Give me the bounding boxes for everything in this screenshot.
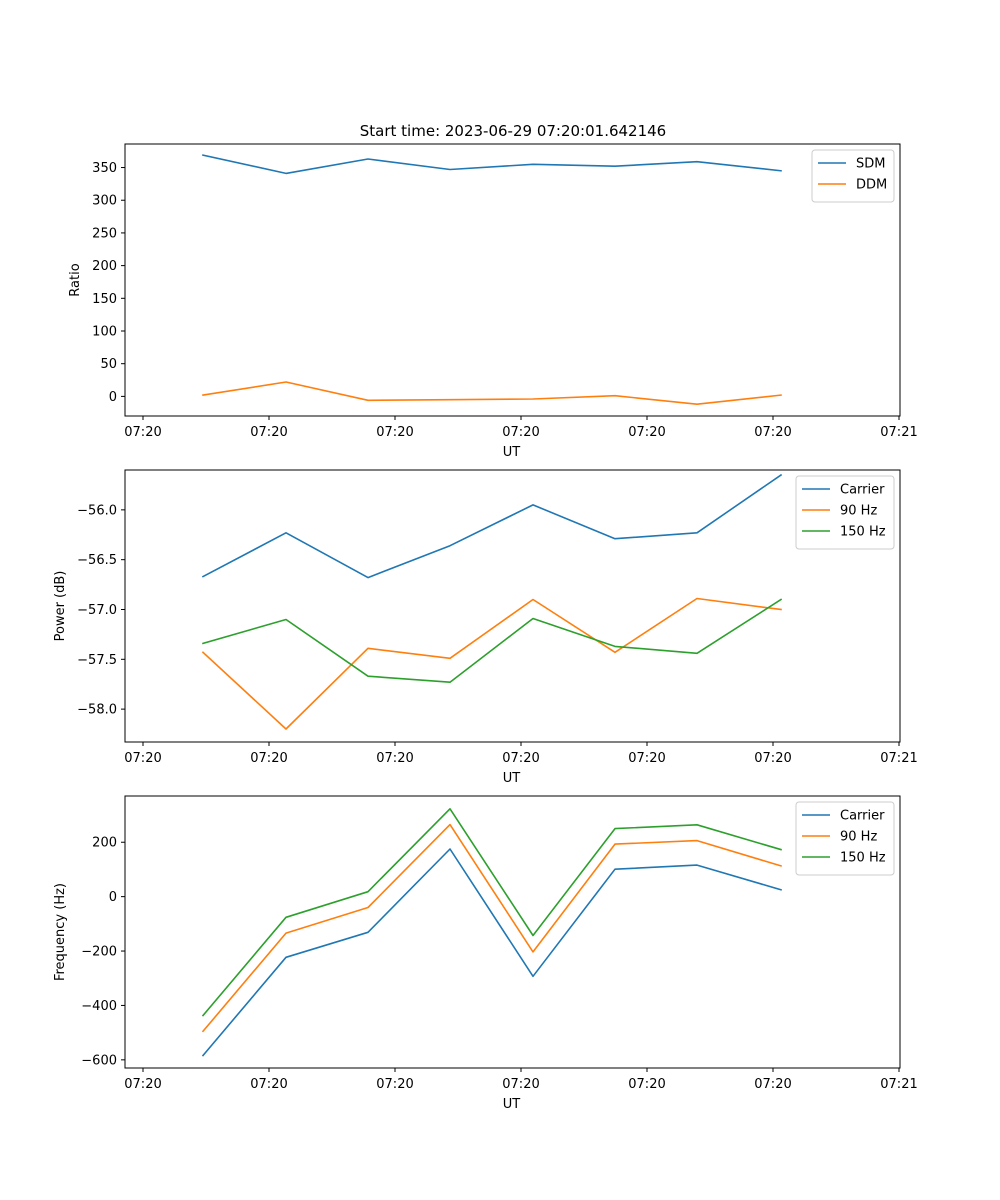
y-tick-label: 200	[92, 836, 117, 851]
y-tick-label: −56.5	[77, 553, 117, 568]
y-tick-label: −57.5	[77, 653, 117, 668]
y-tick-label: −57.0	[77, 603, 117, 618]
x-tick-label: 07:20	[124, 751, 161, 766]
series-line-90-hz	[201, 597, 782, 730]
y-tick-label: −400	[81, 999, 117, 1014]
y-tick-label: 150	[92, 292, 117, 307]
series-line-ddm	[202, 381, 782, 406]
legend: SDM DDM	[811, 149, 895, 203]
x-tick-label: 07:21	[880, 425, 917, 440]
series-line-90-hz	[201, 823, 782, 1033]
x-tick-label: 07:20	[502, 751, 539, 766]
y-tick-label: −58.0	[77, 703, 117, 718]
x-tick-label: 07:20	[628, 1077, 665, 1092]
series-line-carrier	[201, 848, 782, 1057]
x-tick-label: 07:20	[376, 751, 413, 766]
y-axis-label: Ratio	[68, 263, 83, 296]
panel-1: 07:20 07:20 07:20 07:20 07:20 07:20 07:21 0 50 10…	[68, 143, 918, 460]
legend-label: Carrier	[840, 483, 885, 498]
panel-3: 07:20 07:20 07:20 07:20 07:20 07:20 07:21 −600 −…	[53, 795, 918, 1112]
x-tick-label: 07:20	[124, 425, 161, 440]
x-tick-label: 07:20	[376, 1077, 413, 1092]
legend-label: DDM	[856, 178, 887, 193]
x-tick-label: 07:20	[250, 1077, 287, 1092]
x-tick-label: 07:20	[628, 425, 665, 440]
x-tick-label: 07:20	[250, 425, 287, 440]
x-tick-label: 07:20	[502, 425, 539, 440]
x-tick-label: 07:20	[754, 751, 791, 766]
y-tick-label: −600	[81, 1053, 117, 1068]
panel-2: 07:20 07:20 07:20 07:20 07:20 07:20 07:21 −58.0…	[53, 469, 918, 786]
y-tick-label: 200	[92, 259, 117, 274]
y-tick-label: 350	[92, 161, 117, 176]
legend-label: Carrier	[840, 809, 885, 824]
legend: Carrier 90 Hz 150 Hz	[795, 801, 895, 876]
y-tick-label: 0	[109, 390, 117, 405]
y-tick-label: 300	[92, 194, 117, 209]
plot-frame	[124, 795, 901, 1069]
series-line-150-hz	[201, 807, 782, 1017]
x-axis-label: UT	[503, 1097, 521, 1112]
series-line-150-hz	[202, 598, 783, 684]
y-tick-label: −200	[81, 945, 117, 960]
series-line-sdm	[202, 154, 782, 175]
plot-frame	[124, 469, 901, 743]
y-tick-label: 50	[100, 357, 117, 372]
x-axis-label: UT	[503, 771, 521, 786]
legend-label: SDM	[856, 157, 885, 172]
legend: Carrier 90 Hz 150 Hz	[795, 475, 895, 550]
x-tick-label: 07:20	[502, 1077, 539, 1092]
x-tick-label: 07:20	[754, 1077, 791, 1092]
x-tick-label: 07:20	[754, 425, 791, 440]
x-tick-label: 07:20	[124, 1077, 161, 1092]
legend-label: 150 Hz	[840, 851, 886, 866]
legend-label: 90 Hz	[840, 830, 877, 845]
y-tick-label: 250	[92, 226, 117, 241]
chart-title: Start time: 2023-06-29 07:20:01.642146	[360, 122, 666, 140]
series-line-carrier	[201, 473, 783, 579]
y-tick-label: 100	[92, 325, 117, 340]
x-tick-label: 07:21	[880, 1077, 917, 1092]
x-tick-label: 07:20	[628, 751, 665, 766]
plot-frame	[124, 143, 901, 417]
x-tick-label: 07:21	[880, 751, 917, 766]
x-tick-label: 07:20	[376, 425, 413, 440]
legend-label: 150 Hz	[840, 525, 886, 540]
y-axis-label: Frequency (Hz)	[53, 883, 68, 981]
x-axis-label: UT	[503, 445, 521, 460]
y-tick-label: 0	[109, 890, 117, 905]
y-axis-label: Power (dB)	[53, 571, 68, 642]
x-tick-label: 07:20	[250, 751, 287, 766]
legend-label: 90 Hz	[840, 504, 877, 519]
y-tick-label: −56.0	[77, 503, 117, 518]
